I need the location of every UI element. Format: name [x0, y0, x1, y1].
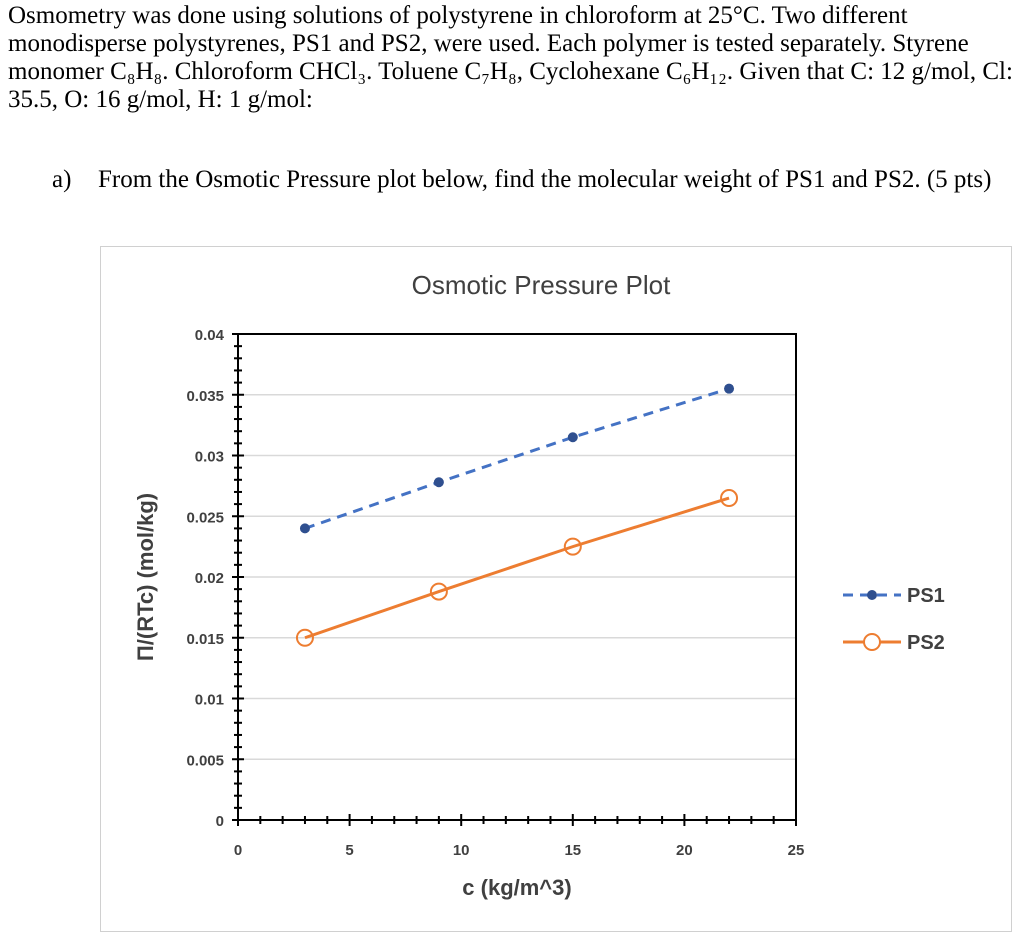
- part-a-label: a): [52, 166, 72, 193]
- y-tick-label: 0.04: [195, 327, 225, 344]
- y-tick-label: 0.03: [195, 449, 224, 466]
- data-point: [433, 477, 444, 488]
- data-point: [563, 537, 582, 556]
- part-a-text: From the Osmotic Pressure plot below, fi…: [98, 166, 992, 193]
- y-tick-label: 0: [216, 813, 224, 830]
- osmotic-pressure-chart: Osmotic Pressure Plot c (kg/m^3) Π/(RTc)…: [133, 270, 945, 900]
- series-line-ps2: [304, 496, 730, 640]
- y-tick-label: 0.025: [186, 509, 224, 526]
- data-point: [295, 628, 314, 647]
- chart-container: Osmotic Pressure Plot c (kg/m^3) Π/(RTc)…: [100, 246, 1012, 932]
- data-point: [429, 582, 448, 601]
- series-line-ps1: [304, 387, 730, 530]
- x-axis-label: c (kg/m^3): [462, 875, 571, 900]
- legend-marker: [867, 590, 877, 600]
- plot-frame: [237, 333, 797, 821]
- y-axis-label: Π/(RTc) (mol/kg): [133, 493, 158, 661]
- y-tick-label: 0.005: [186, 752, 224, 769]
- legend-marker: [863, 633, 881, 651]
- x-tick-label: 0: [234, 842, 242, 859]
- x-tick-label: 25: [788, 842, 805, 859]
- data-point: [724, 383, 735, 394]
- data-point: [567, 432, 578, 443]
- y-tick-label: 0.015: [186, 631, 224, 648]
- question-part-a: a) From the Osmotic Pressure plot below,…: [52, 166, 1002, 194]
- y-tick-label: 0.02: [195, 570, 224, 587]
- data-point: [720, 489, 739, 508]
- legend-label: PS2: [907, 632, 945, 654]
- x-tick-label: 15: [564, 842, 581, 859]
- y-tick-label: 0.035: [186, 388, 224, 405]
- problem-intro: Osmometry was done using solutions of po…: [8, 2, 1013, 113]
- x-tick-label: 5: [345, 842, 353, 859]
- legend-label: PS1: [907, 585, 945, 607]
- y-tick-label: 0.01: [195, 692, 224, 709]
- data-point: [299, 523, 310, 534]
- x-tick-label: 10: [453, 842, 470, 859]
- x-tick-label: 20: [676, 842, 693, 859]
- chart-title: Osmotic Pressure Plot: [412, 270, 671, 300]
